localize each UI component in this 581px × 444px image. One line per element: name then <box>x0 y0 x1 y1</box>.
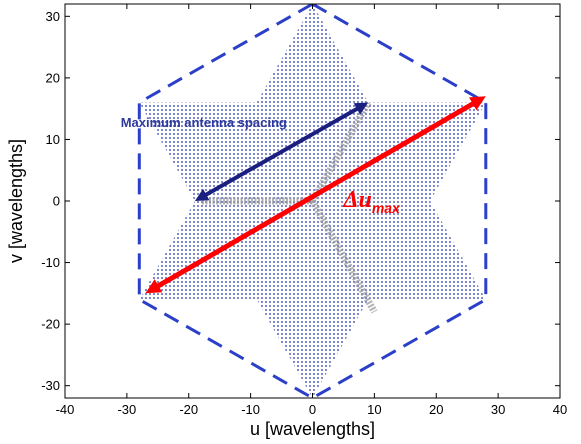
delta-u-max-arrow-shaft <box>154 100 477 290</box>
x-tick-label-0: -40 <box>56 402 75 417</box>
x-tick-label-2: -20 <box>179 402 198 417</box>
y-tick-label-0: -30 <box>41 378 60 393</box>
delta-u-max-arrow-head-end <box>469 96 486 111</box>
y-axis-label: v [wavelengths] <box>6 139 26 263</box>
x-tick-label-6: 20 <box>429 402 443 417</box>
array-arm-3 <box>309 199 378 314</box>
delta-u-symbol: Δu <box>342 187 371 213</box>
max-antenna-spacing-arrow-head-end <box>353 102 369 115</box>
delta-u-max-arrow <box>145 96 486 294</box>
x-tick-label-3: -10 <box>241 402 260 417</box>
y-tick-label-5: 20 <box>46 70 60 85</box>
y-tick-label-2: -10 <box>41 255 60 270</box>
x-axis-ticks: -40 -30 -20 -10 0 10 20 30 40 <box>56 4 567 417</box>
max-antenna-spacing-label: Maximum antenna spacing <box>121 115 287 130</box>
x-axis-label: u [wavelengths] <box>250 419 375 439</box>
x-tick-label-4: 0 <box>309 402 316 417</box>
x-tick-label-8: 40 <box>553 402 567 417</box>
array-arm-1 <box>309 100 372 203</box>
max-antenna-spacing-arrow-head-start <box>194 188 210 201</box>
max-antenna-spacing-arrow-shaft <box>202 105 361 198</box>
y-tick-label-1: -20 <box>41 317 60 332</box>
y-axis-ticks: -30 -20 -10 0 10 20 30 <box>41 9 560 393</box>
delta-u-subscript: max <box>372 200 401 216</box>
delta-u-max-arrow-head-start <box>145 279 163 294</box>
y-tick-label-3: 0 <box>53 194 60 209</box>
x-tick-label-5: 10 <box>367 402 381 417</box>
y-tick-label-6: 30 <box>46 9 60 24</box>
delta-u-max-label: Δumax <box>342 187 401 216</box>
y-tick-label-4: 10 <box>46 132 60 147</box>
x-tick-label-7: 30 <box>491 402 505 417</box>
x-tick-label-1: -30 <box>117 402 136 417</box>
plot-area <box>137 4 488 398</box>
max-antenna-spacing-arrow <box>194 102 369 201</box>
